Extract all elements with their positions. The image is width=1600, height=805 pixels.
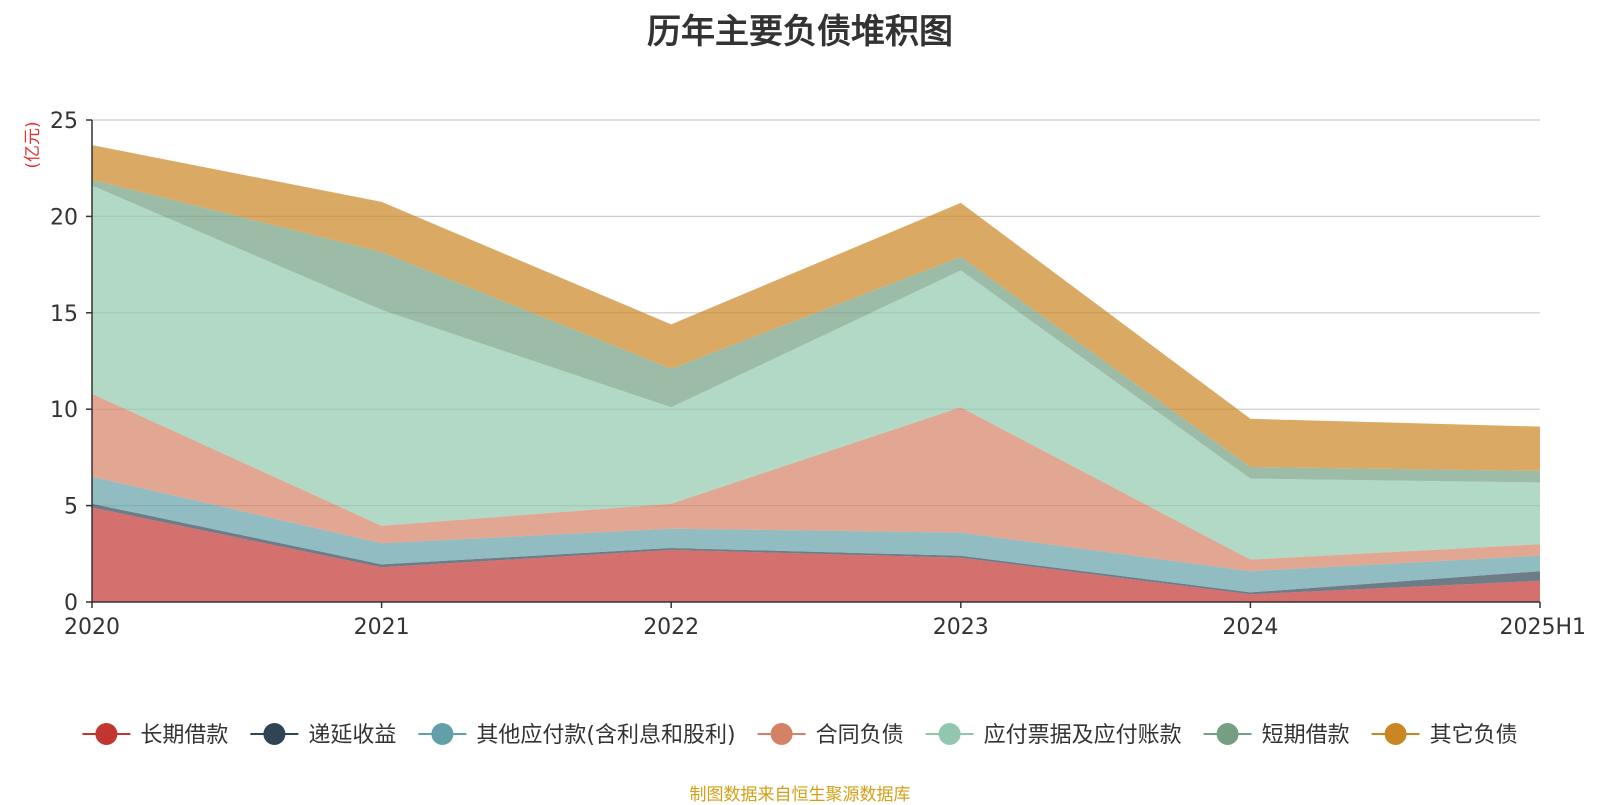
legend-item-6[interactable]: 短期借款 [1203,723,1350,748]
area-series-1 [92,507,1540,602]
legend-marker [938,723,961,745]
legend-marker [1384,723,1407,745]
x-tick-label: 2020 [64,615,120,640]
y-tick-label: 0 [64,591,78,616]
legend-label: 其他应付款(含利息和股利) [476,723,735,748]
legend-label: 合同负债 [816,723,904,748]
area-series-7 [92,145,1540,471]
x-tick-label: 2024 [1222,615,1278,640]
source-note: 制图数据来自恒生聚源数据库 [689,785,911,805]
area-series [92,145,1540,602]
y-tick-label: 10 [50,398,78,423]
legend-item-2[interactable]: 递延收益 [250,723,396,748]
legend-marker [770,723,793,745]
legend-label: 长期借款 [140,723,228,748]
x-tick-label: 2023 [933,615,989,640]
legend-label: 递延收益 [308,723,396,748]
legend-item-5[interactable]: 应付票据及应付账款 [925,723,1182,748]
y-tick-label: 15 [50,302,78,327]
legend-item-4[interactable]: 合同负债 [757,723,904,748]
area-series-4 [92,393,1540,572]
x-tick-label: 2022 [643,615,699,640]
legend-marker [1216,723,1239,745]
area-series-2 [92,503,1540,595]
x-tick-label: 2025H1 [1499,615,1586,640]
y-tick-label: 25 [50,109,78,134]
y-tick-label: 5 [64,495,78,520]
legend-item-1[interactable]: 长期借款 [82,723,228,748]
y-axis-unit-label: (亿元) [23,121,43,168]
x-tick-label: 2021 [354,615,410,640]
area-series-5 [92,185,1540,560]
axes: 0 5 10 15 20 25 2020 2021 2022 2023 2024 2025H1 [50,109,1586,640]
legend-label: 其它负债 [1430,723,1518,748]
legend-item-3[interactable]: 其他应付款(含利息和股利) [418,723,736,748]
chart-title: 历年主要负债堆积图 [647,12,953,52]
area-series-3 [92,476,1540,593]
legend-label: 短期借款 [1262,723,1350,748]
legend-marker [263,723,286,745]
legend-marker [95,723,118,745]
area-series-6 [92,179,1540,483]
legend-label: 应付票据及应付账款 [984,723,1182,748]
legend: 长期借款 递延收益 其他应付款(含利息和股利) 合同负债 应付票据及应付账款 短期借款 其它… [82,723,1518,748]
legend-marker [431,723,454,745]
y-tick-label: 20 [50,205,78,230]
legend-item-7[interactable]: 其它负债 [1371,723,1518,748]
